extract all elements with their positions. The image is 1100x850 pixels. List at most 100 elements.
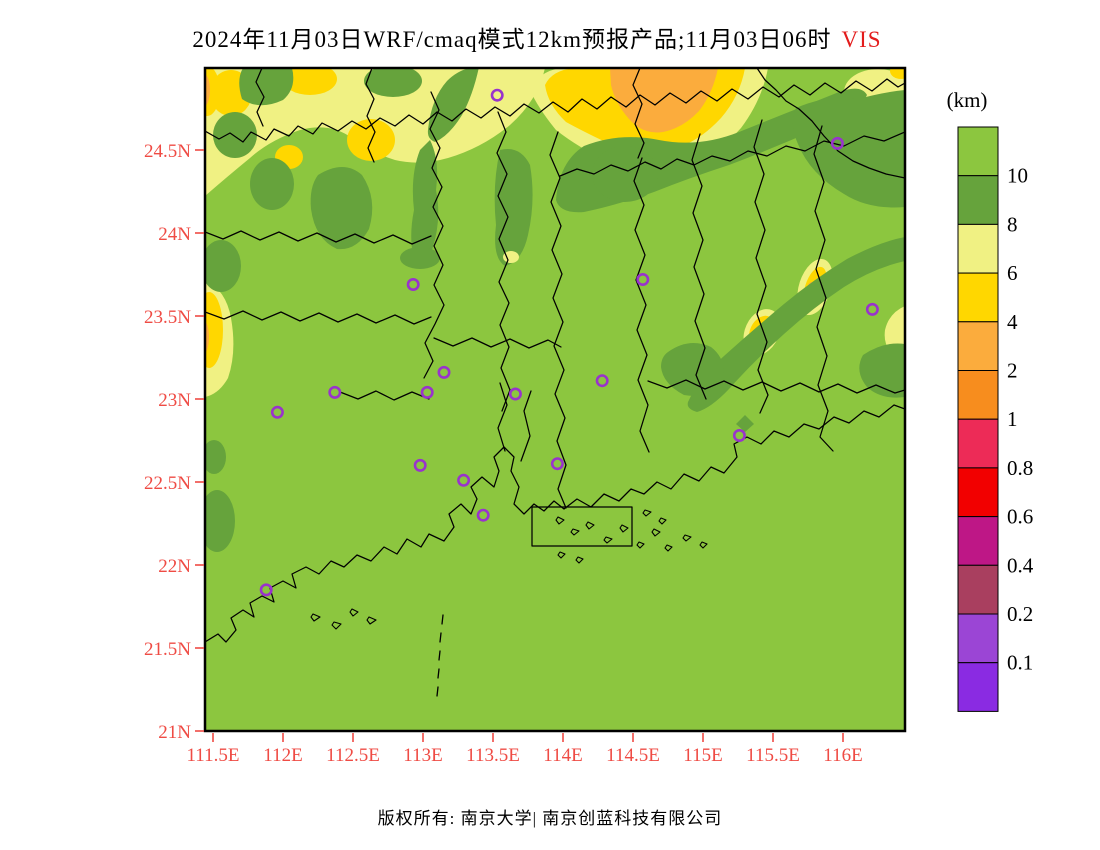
county-border: [753, 119, 769, 414]
visibility-6-8-region: [884, 306, 905, 356]
county-border: [255, 68, 265, 127]
county-border: [205, 230, 432, 245]
county-border: [813, 125, 834, 452]
station-marker: [830, 136, 844, 150]
x-tick-label: 115E: [683, 745, 722, 766]
colorbar-tick-label: 8: [1007, 212, 1018, 236]
visibility-8-10-region: [310, 167, 373, 250]
maritime-dashed-boundary: [436, 614, 444, 697]
river-channel: [520, 390, 532, 462]
station-markers: [259, 88, 879, 597]
colorbar-tick-label: 0.1: [1007, 651, 1033, 675]
visibility-8-10-region: [213, 112, 257, 158]
county-border: [339, 390, 430, 401]
coastline: [205, 404, 905, 643]
colorbar-tick-label: 6: [1007, 261, 1018, 285]
county-border: [205, 310, 432, 325]
visibility-8-10-region: [239, 68, 294, 106]
county-border: [423, 91, 445, 379]
station-marker: [457, 473, 471, 487]
province-border: [205, 78, 905, 143]
colorbar-swatch: [957, 175, 999, 225]
river-channel: [497, 382, 508, 452]
y-tick-label: 23.5N: [144, 307, 191, 328]
colorbar-swatch: [957, 370, 999, 420]
x-tick-label: 112E: [263, 745, 302, 766]
station-marker: [476, 508, 490, 522]
x-tick-label: 114.5E: [606, 745, 660, 766]
visibility-8-10-region: [205, 490, 235, 552]
chart-title-variable: VIS: [841, 27, 882, 52]
map-frame: [203, 66, 907, 733]
visibility-8-10-region: [661, 343, 724, 396]
y-tick-label: 22N: [158, 556, 191, 577]
visibility-6-8-region: [503, 251, 519, 263]
colorbar-tick-label: 0.4: [1007, 553, 1034, 577]
colorbar-swatch: [957, 418, 999, 469]
station-marker: [420, 385, 434, 399]
county-border: [549, 131, 567, 509]
station-marker: [508, 387, 522, 401]
station-marker: [550, 457, 564, 471]
colorbar-tick-label: 0.6: [1007, 505, 1033, 529]
visibility-2-4-region: [610, 68, 718, 133]
islands: [310, 509, 708, 630]
colorbar-legend: (km) 10 8 6 4 2 1 0.8 0.6 0.4 0.2 0.1: [947, 88, 1034, 712]
county-border: [632, 68, 645, 159]
x-tick-label: 116E: [823, 745, 862, 766]
county-border: [433, 337, 562, 349]
x-tick-label: 111.5E: [187, 745, 240, 766]
visibility-8-10-region: [687, 237, 905, 412]
county-border: [691, 133, 707, 400]
colorbar-tick-label: 2: [1007, 359, 1018, 383]
visibility-8-10-region: [792, 90, 905, 208]
colorbar-swatch: [957, 223, 999, 274]
colorbar-swatch: [957, 126, 999, 177]
visibility-8-10-region: [250, 158, 294, 210]
copyright-footer: 版权所有: 南京大学| 南京创蓝科技有限公司: [377, 809, 723, 828]
x-tick-label: 114E: [543, 745, 582, 766]
colorbar-tick-label: 1: [1007, 407, 1018, 431]
visibility-8-10-region: [364, 68, 422, 97]
visibility-4-6-region: [890, 68, 905, 79]
visibility-8-10-region: [859, 343, 905, 398]
y-tick-label: 24.5N: [144, 141, 191, 162]
colorbar-tick-label: 10: [1007, 164, 1028, 188]
colorbar-swatch: [957, 662, 999, 712]
chart-title: 2024年11月03日WRF/cmaq模式12km预报产品;11月03日06时 V…: [0, 20, 1074, 54]
x-tick-label: 112.5E: [326, 745, 380, 766]
hongkong-inset-box: [531, 506, 633, 547]
colorbar-swatch: [957, 467, 999, 518]
visibility-8-10-region: [411, 140, 439, 263]
station-marker: [732, 428, 746, 442]
visibility-8-10-region: [736, 415, 754, 432]
station-marker: [437, 365, 451, 379]
colorbar-swatch: [957, 272, 999, 323]
y-tick-label: 24N: [158, 224, 191, 245]
visibility-8-10-region: [205, 440, 226, 474]
station-marker: [406, 277, 420, 291]
y-tick-label: 21.5N: [144, 639, 191, 660]
province-border: [756, 68, 905, 179]
station-marker: [865, 302, 879, 316]
visibility-4-6-region: [283, 68, 337, 95]
y-tick-label: 23N: [158, 390, 191, 411]
visibility-8-10-region: [494, 149, 533, 266]
station-marker: [328, 385, 342, 399]
visibility-8-10-region: [427, 68, 479, 142]
county-border: [647, 379, 905, 394]
colorbar-unit-label: (km): [947, 88, 988, 112]
contour-field: [205, 68, 905, 731]
x-tick-label: 113.5E: [466, 745, 520, 766]
station-marker: [595, 374, 609, 388]
visibility-8-10-region: [205, 240, 241, 292]
station-marker: [270, 405, 284, 419]
colorbar-swatch: [957, 321, 999, 371]
colorbar-tick-label: 4: [1007, 310, 1018, 334]
x-axis: 111.5E 112E 112.5E 113E 113.5E 114E 114.5E 115E…: [187, 733, 863, 766]
station-marker: [636, 272, 650, 286]
county-border: [559, 131, 905, 177]
station-marker: [259, 583, 273, 597]
